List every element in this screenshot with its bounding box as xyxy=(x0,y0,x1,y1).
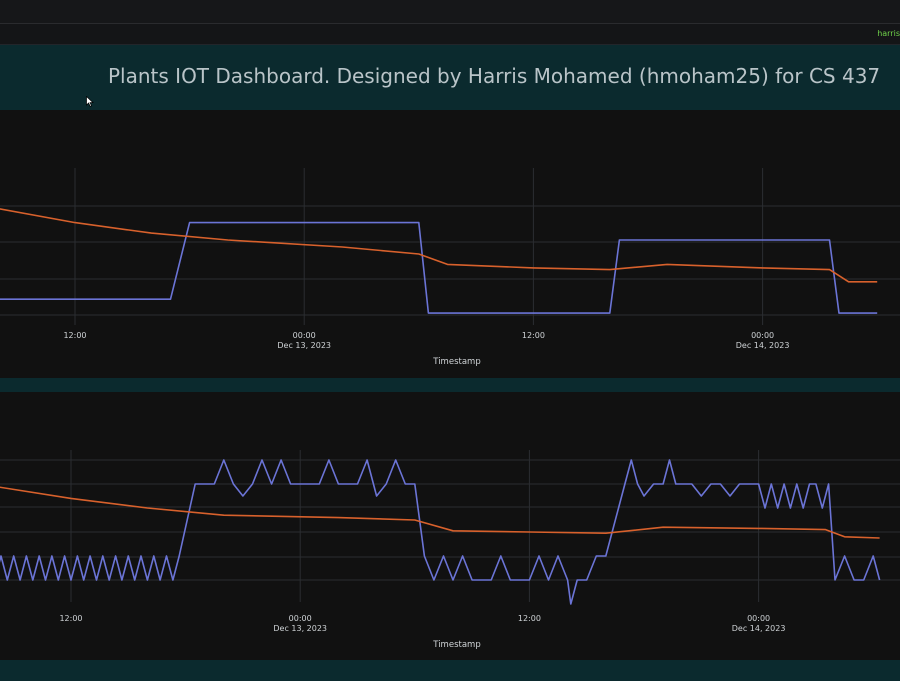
x-tick-date-label: Dec 13, 2023 xyxy=(273,624,327,633)
series-line-orange xyxy=(0,208,878,283)
x-tick-date-label: Dec 14, 2023 xyxy=(732,624,786,633)
x-tick-label: 00:00 xyxy=(751,331,774,340)
page-title: Plants IOT Dashboard. Designed by Harris… xyxy=(108,64,881,88)
series-line-blue xyxy=(0,221,878,314)
x-axis-title: Timestamp xyxy=(432,357,480,367)
series-line-orange xyxy=(0,486,880,539)
x-tick-label: 00:00 xyxy=(289,614,312,623)
series-line-blue xyxy=(0,459,881,605)
chart-panel-1: 12:00 00:00 Dec 13, 2023 12:00 00:00 Dec 14, … xyxy=(0,110,900,378)
x-tick-label: 12:00 xyxy=(518,614,541,623)
x-tick-date-label: Dec 14, 2023 xyxy=(736,341,790,350)
user-link[interactable]: harris xyxy=(877,29,900,38)
header-band xyxy=(0,45,900,110)
x-tick-label: 12:00 xyxy=(59,614,82,623)
dashboard-toolbar xyxy=(0,24,900,45)
x-axis-title: Timestamp xyxy=(432,640,480,650)
panel-separator-bottom xyxy=(0,660,900,681)
x-tick-label: 00:00 xyxy=(293,331,316,340)
x-tick-label: 12:00 xyxy=(522,331,545,340)
panel-separator xyxy=(0,378,900,392)
x-tick-date-label: Dec 13, 2023 xyxy=(277,341,331,350)
x-tick-label: 12:00 xyxy=(63,331,86,340)
x-tick-label: 00:00 xyxy=(747,614,770,623)
top-divider xyxy=(0,23,900,24)
browser-top-bar xyxy=(0,0,900,24)
mouse-cursor-icon xyxy=(86,96,94,107)
chart-panel-2: 12:00 00:00 Dec 13, 2023 12:00 00:00 Dec 14, … xyxy=(0,392,900,660)
